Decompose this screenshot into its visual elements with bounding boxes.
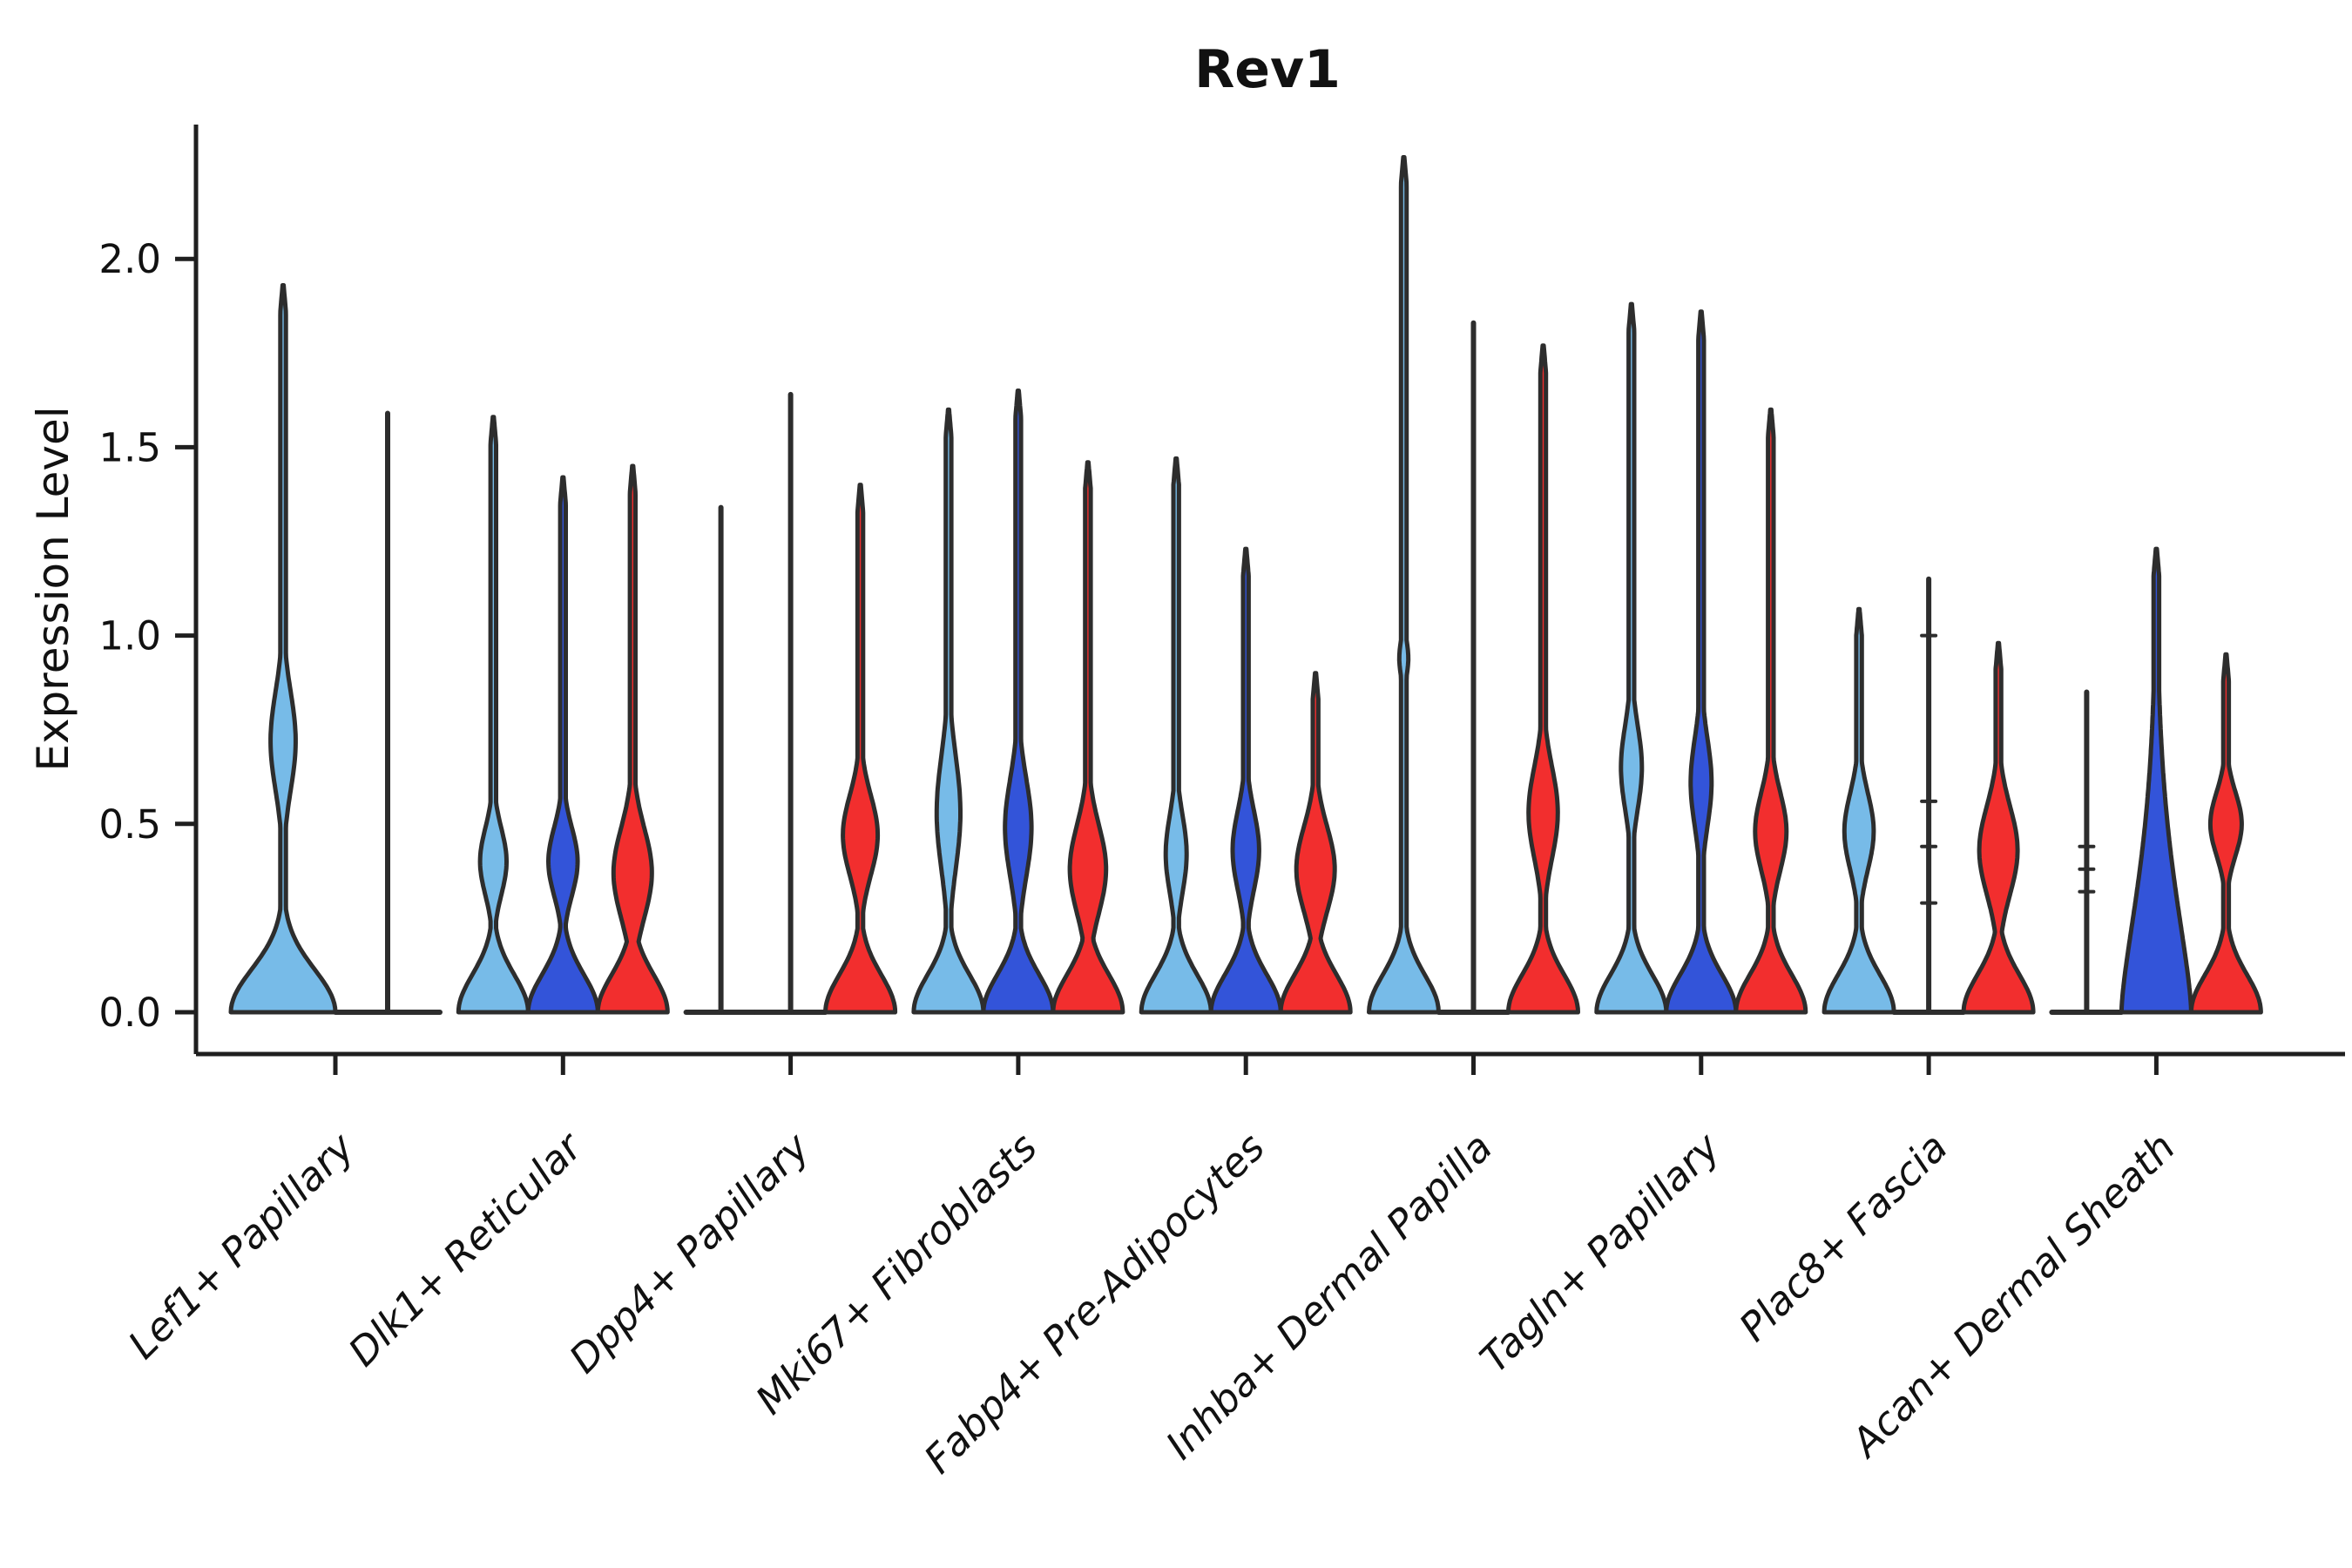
violin-skyblue	[1821, 606, 1896, 1015]
violin-group	[1367, 155, 1580, 1015]
x-tick-label: Dpp4+ Papillary	[560, 1123, 819, 1382]
violin-red	[823, 483, 898, 1015]
y-tick-label: 1.5	[98, 424, 161, 470]
violin-group	[911, 389, 1125, 1015]
violin-group	[456, 415, 670, 1015]
violin-skyblue	[456, 415, 531, 1015]
y-tick-label: 1.0	[98, 613, 161, 659]
violin-royalblue	[1208, 546, 1283, 1015]
y-axis-label: Expression Level	[28, 406, 78, 771]
violin-group	[1821, 576, 2036, 1015]
x-tick-label: Dlk1+ Reticular	[340, 1123, 592, 1375]
violin-skyblue	[1594, 301, 1669, 1015]
violin-skyblue	[1139, 456, 1213, 1015]
x-tick-label: Lef1+ Papillary	[119, 1123, 364, 1368]
violin-skyblue	[1367, 155, 1441, 1015]
violin-group	[228, 283, 443, 1015]
violin-red	[1051, 460, 1125, 1015]
y-tick-label: 2.0	[98, 236, 161, 282]
violin-red	[1961, 640, 2036, 1015]
violin-group	[2049, 546, 2263, 1015]
x-tick-label: Tagln+ Papillary	[1471, 1123, 1730, 1382]
violin-royalblue	[1664, 309, 1739, 1015]
violin-group	[683, 391, 898, 1015]
violin-group	[1594, 301, 1808, 1015]
violin-series-layer	[228, 155, 2263, 1015]
x-tick-label: Plac8+ Fascia	[1730, 1124, 1957, 1350]
axes-layer	[175, 125, 2345, 1075]
violin-red	[1506, 343, 1580, 1015]
violin-red	[2188, 652, 2263, 1015]
violin-skyblue	[911, 407, 986, 1015]
chart-title: Rev1	[1194, 39, 1341, 100]
violin-group	[1139, 456, 1353, 1015]
violin-red	[1734, 407, 1808, 1015]
violin-red	[1278, 671, 1353, 1015]
violin-royalblue	[525, 475, 600, 1015]
violin-skyblue	[228, 283, 338, 1015]
violin-royalblue	[2119, 546, 2193, 1015]
violin-red	[595, 463, 670, 1015]
y-tick-label: 0.0	[98, 990, 161, 1036]
y-tick-label: 0.5	[98, 801, 161, 848]
violin-royalblue	[981, 389, 1056, 1015]
